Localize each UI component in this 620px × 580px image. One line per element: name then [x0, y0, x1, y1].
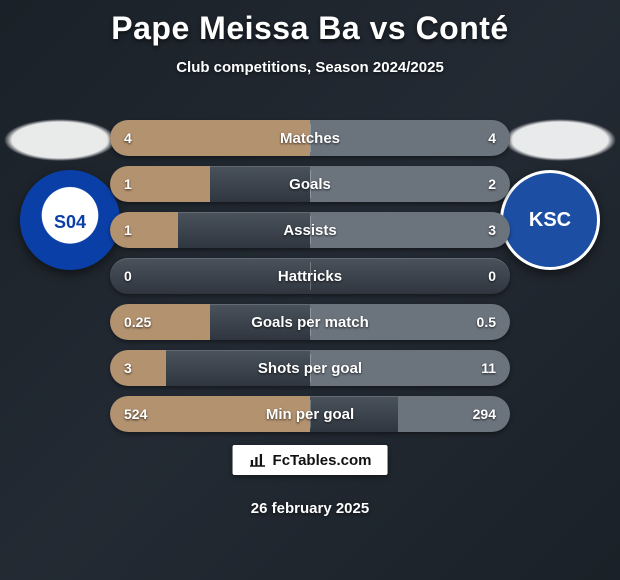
- stat-value-left: 0: [124, 268, 132, 284]
- brand-text: FcTables.com: [273, 452, 372, 469]
- footer-date: 26 february 2025: [0, 500, 620, 517]
- stat-label: Goals: [289, 176, 331, 193]
- stat-row: 4 4 Matches: [110, 120, 510, 156]
- stat-value-right: 2: [488, 176, 496, 192]
- stat-row: 1 3 Assists: [110, 212, 510, 248]
- team-right-logo: KSC: [500, 170, 600, 270]
- stat-row: 3 11 Shots per goal: [110, 350, 510, 386]
- team-left-logo: S04: [20, 170, 120, 270]
- stat-label: Shots per goal: [258, 360, 362, 377]
- stat-value-right: 4: [488, 130, 496, 146]
- stat-value-left: 1: [124, 222, 132, 238]
- stat-row: 0.25 0.5 Goals per match: [110, 304, 510, 340]
- stat-fill-left: [110, 350, 166, 386]
- stat-fill-left: [110, 212, 178, 248]
- team-left-abbr: S04: [54, 212, 86, 233]
- stat-label: Min per goal: [266, 406, 354, 423]
- chart-icon: [249, 451, 267, 469]
- stat-value-left: 0.25: [124, 314, 151, 330]
- stat-label: Matches: [280, 130, 340, 147]
- stat-value-right: 0: [488, 268, 496, 284]
- stat-row: 524 294 Min per goal: [110, 396, 510, 432]
- stat-fill-right: [310, 212, 510, 248]
- stat-value-left: 4: [124, 130, 132, 146]
- page-subtitle: Club competitions, Season 2024/2025: [0, 59, 620, 76]
- stat-fill-right: [310, 166, 510, 202]
- page-title: Pape Meissa Ba vs Conté: [0, 0, 620, 47]
- stat-value-right: 3: [488, 222, 496, 238]
- stat-value-right: 294: [473, 406, 496, 422]
- stat-label: Assists: [283, 222, 336, 239]
- stat-value-left: 524: [124, 406, 147, 422]
- stat-value-right: 0.5: [477, 314, 496, 330]
- stat-row: 0 0 Hattricks: [110, 258, 510, 294]
- stat-value-left: 3: [124, 360, 132, 376]
- team-right-abbr: KSC: [529, 209, 571, 232]
- stat-label: Hattricks: [278, 268, 342, 285]
- comparison-chart: 4 4 Matches 1 2 Goals 1 3 Assists 0 0 Hattricks 0.25…: [110, 120, 510, 432]
- stat-value-left: 1: [124, 176, 132, 192]
- stat-value-right: 11: [481, 360, 496, 376]
- brand-badge: FcTables.com: [233, 445, 388, 475]
- stat-row: 1 2 Goals: [110, 166, 510, 202]
- stat-label: Goals per match: [251, 314, 369, 331]
